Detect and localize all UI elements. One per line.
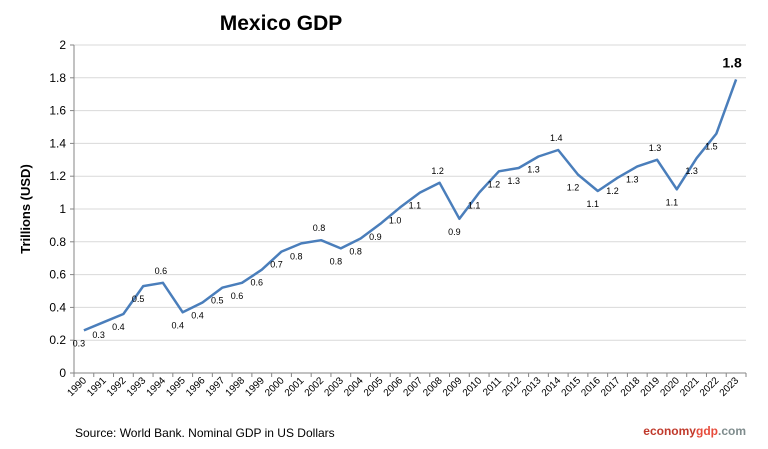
x-tick-label: 1999 (243, 375, 267, 399)
x-tick-label: 2021 (678, 375, 702, 399)
x-tick-label: 2012 (500, 375, 524, 399)
y-axis-label: Trillions (USD) (18, 164, 33, 254)
data-label: 0.3 (92, 330, 105, 340)
data-label: 1.1 (666, 197, 679, 207)
y-tick-label: 1 (59, 202, 66, 216)
x-tick-label: 2001 (283, 375, 307, 399)
y-tick-label: 1.2 (49, 169, 66, 183)
data-label: 0.8 (313, 223, 326, 233)
data-label: 0.3 (73, 338, 86, 348)
x-tick-label: 2022 (698, 375, 722, 399)
x-tick-label: 2014 (540, 375, 564, 399)
y-axis-ticks: 0 0.2 0.4 0.6 0.8 1 1.2 1.4 1.6 1.8 2 (49, 38, 66, 380)
x-tick-label: 2003 (322, 375, 346, 399)
data-label: 0.8 (330, 256, 343, 266)
data-label: 1.3 (649, 143, 662, 153)
data-label: 1.5 (705, 142, 718, 152)
data-label: 0.8 (349, 247, 362, 257)
x-tick-label: 1991 (85, 375, 109, 399)
data-label: 0.4 (112, 322, 125, 332)
brand-part-com: .com (718, 424, 746, 438)
data-label: 1.2 (606, 186, 619, 196)
data-label: 0.4 (171, 320, 184, 330)
data-label: 0.7 (270, 260, 283, 270)
x-tick-label: 2018 (619, 375, 643, 399)
x-tick-label: 2020 (658, 375, 682, 399)
data-label: 1.3 (685, 166, 698, 176)
data-label: 0.5 (132, 294, 145, 304)
x-tick-label: 2002 (303, 375, 327, 399)
y-tick-label: 0.6 (49, 268, 66, 282)
brand-part-economy: economy (643, 424, 696, 438)
data-label: 1.2 (567, 183, 580, 193)
data-label: 1.8 (722, 54, 742, 70)
data-label: 0.5 (211, 296, 224, 306)
x-tick-label: 2017 (599, 375, 623, 399)
x-tick-label: 1995 (164, 375, 188, 399)
x-tick-label: 2004 (342, 375, 366, 399)
data-label: 1.2 (488, 179, 501, 189)
x-tick-label: 2019 (639, 375, 663, 399)
y-tick-label: 0 (59, 366, 66, 380)
x-axis-ticks: 1990199119921993199419951996199719981999… (65, 373, 747, 399)
data-label: 0.9 (448, 227, 461, 237)
x-tick-label: 2000 (263, 375, 287, 399)
data-label: 0.4 (191, 310, 204, 320)
x-tick-label: 1992 (105, 375, 129, 399)
data-label: 0.6 (155, 266, 168, 276)
chart-title: Mexico GDP (220, 12, 343, 35)
data-label: 1.1 (468, 201, 481, 211)
data-label: 0.9 (369, 232, 382, 242)
y-tick-label: 0.4 (49, 300, 66, 314)
y-tick-label: 2 (59, 38, 66, 52)
x-tick-label: 1993 (125, 375, 149, 399)
data-label: 1.2 (431, 166, 444, 176)
x-tick-label: 2008 (421, 375, 445, 399)
data-label: 0.6 (251, 278, 264, 288)
y-tick-label: 0.2 (49, 333, 66, 347)
data-label: 1.3 (626, 174, 639, 184)
x-tick-label: 2011 (481, 375, 504, 398)
brand-part-gdp: gdp (696, 424, 718, 438)
x-tick-label: 2015 (560, 375, 584, 399)
data-label: 1.3 (507, 176, 520, 186)
x-tick-label: 1990 (65, 375, 89, 399)
data-label: 1.3 (527, 165, 540, 175)
data-label: 1.4 (550, 133, 563, 143)
gdp-series-line (83, 78, 738, 332)
data-labels: 0.3 0.3 0.4 0.5 0.6 0.4 0.4 0.5 0.6 0.6 0.7 0.8 0.8 0… (73, 54, 742, 348)
x-tick-label: 2010 (461, 375, 485, 399)
x-tick-label: 2023 (718, 375, 742, 399)
y-tick-label: 1.8 (49, 71, 66, 85)
y-tick-label: 1.4 (49, 136, 66, 150)
x-tick-label: 2006 (382, 375, 406, 399)
gridlines (70, 44, 746, 374)
x-tick-label: 1997 (204, 375, 228, 399)
x-tick-label: 1994 (145, 375, 169, 399)
x-tick-label: 2009 (441, 375, 465, 399)
data-label: 1.1 (587, 199, 600, 209)
x-tick-label: 2007 (401, 375, 425, 399)
data-label: 0.6 (231, 291, 244, 301)
brand-logo: economygdp.com (643, 424, 746, 438)
y-tick-label: 1.6 (49, 104, 66, 118)
x-tick-label: 2013 (520, 375, 544, 399)
source-note: Source: World Bank. Nominal GDP in US Do… (75, 426, 335, 440)
x-tick-label: 1998 (224, 375, 248, 399)
y-tick-label: 0.8 (49, 235, 66, 249)
data-label: 1.1 (409, 201, 422, 211)
data-label: 0.8 (290, 251, 303, 261)
x-tick-label: 2005 (362, 375, 386, 399)
x-tick-label: 2016 (579, 375, 603, 399)
data-label: 1.0 (389, 215, 402, 225)
x-tick-label: 1996 (184, 375, 208, 399)
